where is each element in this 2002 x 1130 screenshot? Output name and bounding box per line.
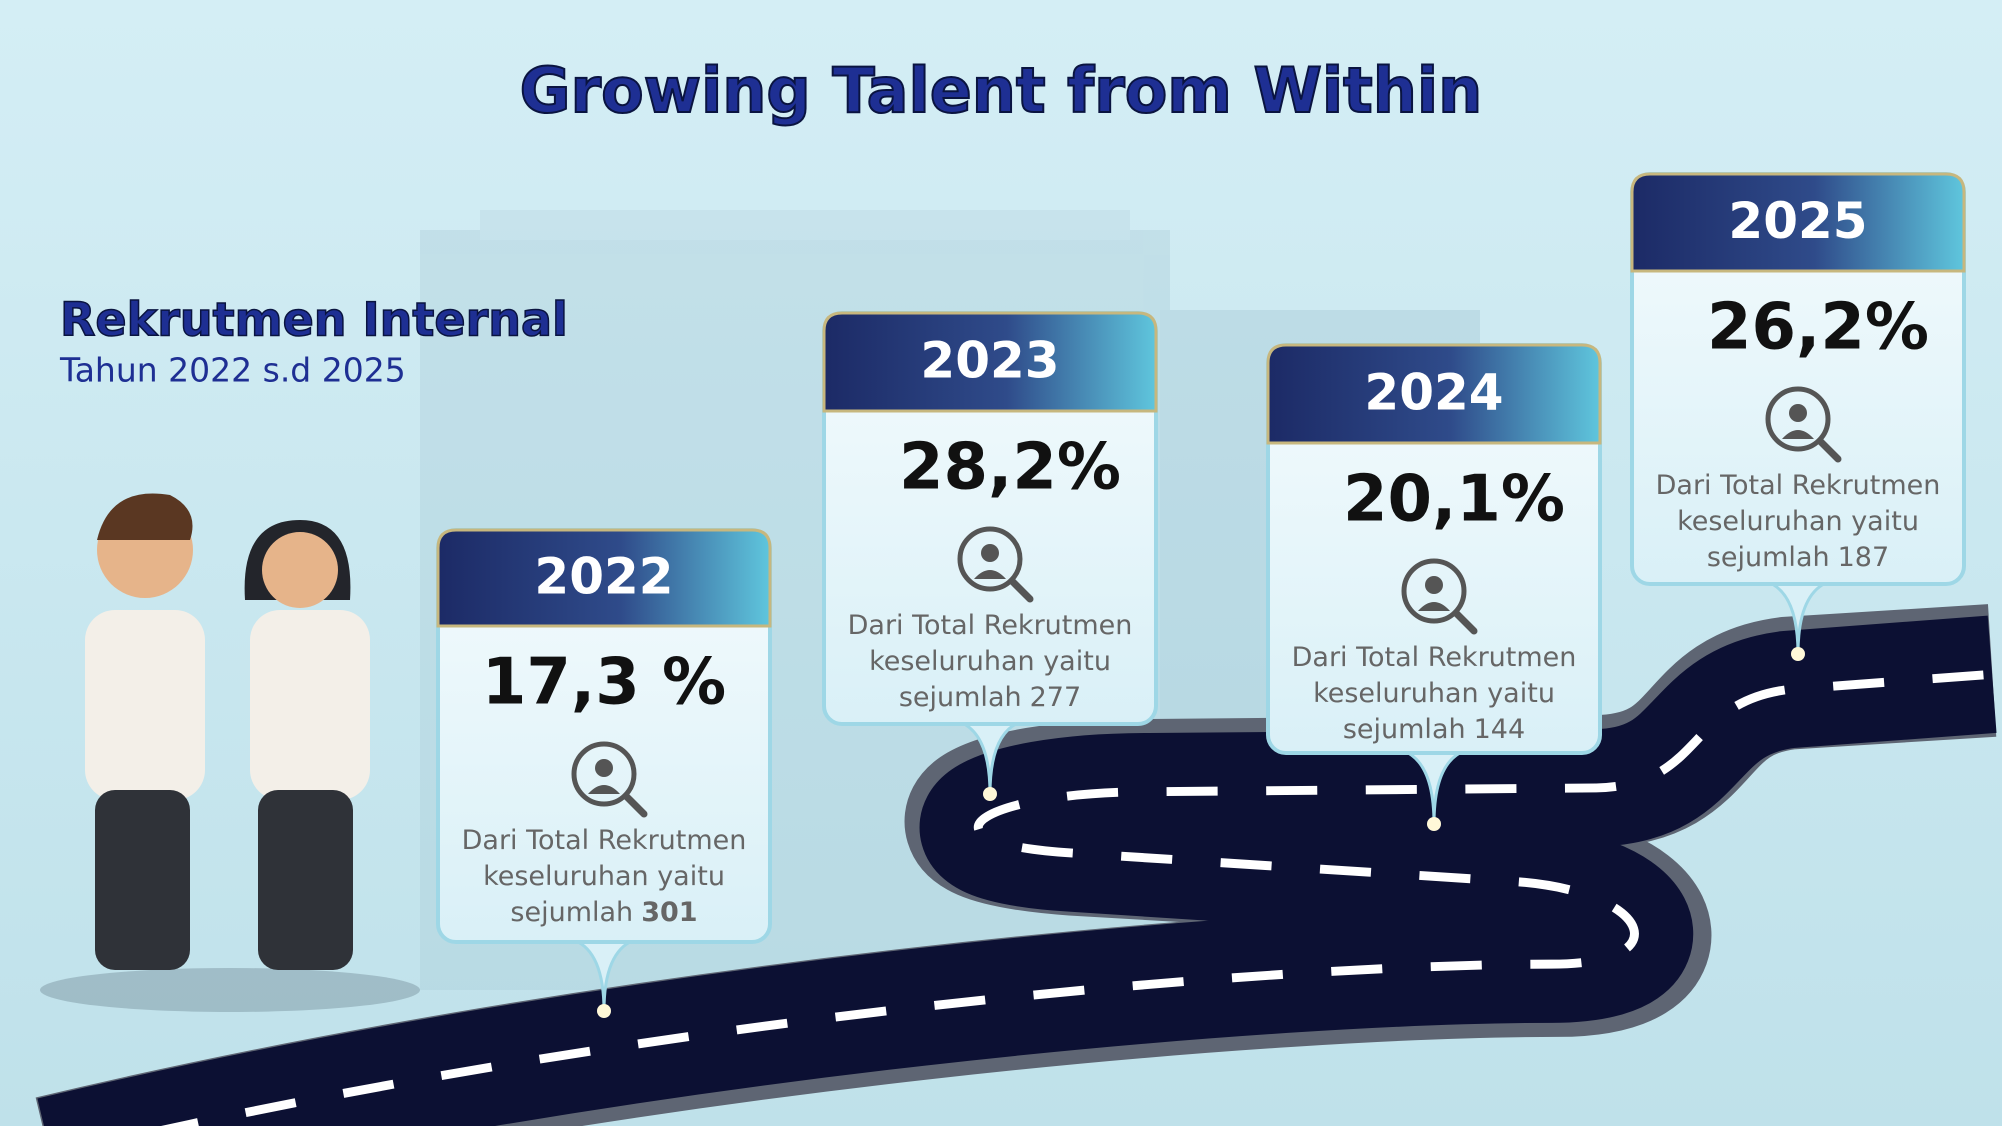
icon-body — [588, 785, 620, 794]
card-desc-line: sejumlah 187 — [1707, 542, 1889, 573]
icon-handle — [1452, 609, 1478, 635]
desc-text: keseluruhan yaitu — [1313, 678, 1555, 709]
card-desc-line: Dari Total Rekrutmen — [462, 825, 747, 856]
icon-ring — [1765, 386, 1831, 452]
desc-text: sejumlah — [510, 897, 633, 928]
desc-text: keseluruhan yaitu — [869, 646, 1111, 677]
year-card: 2025 26,2% Dari Total Rekrutmen keseluruhan… — [1630, 172, 1966, 661]
card-desc-line: sejumlah 301 — [510, 897, 697, 928]
road-marker — [597, 1004, 611, 1018]
desc-text: sejumlah — [899, 682, 1022, 713]
characters — [40, 493, 420, 1012]
card-header — [822, 311, 1158, 413]
road-marker — [1427, 817, 1441, 831]
card-percent: 28,2% — [899, 431, 1121, 505]
year-card: 2024 20,1% Dari Total Rekrutmen keseluruhan… — [1266, 343, 1602, 831]
icon-ring — [1401, 558, 1467, 624]
card-desc-line: Dari Total Rekrutmen — [1656, 470, 1941, 501]
card-desc-line: Dari Total Rekrutmen — [848, 610, 1133, 641]
icon-head — [1425, 576, 1443, 594]
recruit-icon — [1401, 558, 1478, 635]
card-desc-line: keseluruhan yaitu — [483, 861, 725, 892]
year-card: 2023 28,2% Dari Total Rekrutmen keseluruhan… — [822, 311, 1158, 801]
icon-head — [1789, 404, 1807, 422]
icon-head — [981, 544, 999, 562]
card-year: 2023 — [920, 332, 1059, 390]
desc-text: Dari Total Rekrutmen — [1292, 642, 1577, 673]
recruit-icon — [571, 741, 648, 818]
desc-text: Dari Total Rekrutmen — [1656, 470, 1941, 501]
icon-handle — [622, 792, 648, 818]
title: Growing Talent from Within — [520, 54, 1483, 127]
year-card: 2022 17,3 % Dari Total Rekrutmen keseluruha… — [436, 528, 772, 1018]
card-desc-line: Dari Total Rekrutmen — [1292, 642, 1577, 673]
card-total: 277 — [1030, 682, 1082, 713]
desc-text: Dari Total Rekrutmen — [462, 825, 747, 856]
icon-head — [595, 759, 613, 777]
icon-ring — [571, 741, 637, 807]
card-desc-line: keseluruhan yaitu — [1677, 506, 1919, 537]
card-desc-line: keseluruhan yaitu — [1313, 678, 1555, 709]
card-total: 144 — [1474, 714, 1526, 745]
icon-handle — [1816, 437, 1842, 463]
icon-body — [974, 570, 1006, 579]
card-year: 2024 — [1364, 364, 1503, 422]
card-percent: 26,2% — [1707, 291, 1929, 365]
road-marker — [1791, 647, 1805, 661]
card-header — [436, 528, 772, 628]
recruit-icon — [957, 526, 1034, 603]
desc-text: keseluruhan yaitu — [483, 861, 725, 892]
section-title: Rekrutmen Internal — [60, 293, 568, 347]
road — [35, 604, 1997, 1130]
desc-text: sejumlah — [1343, 714, 1466, 745]
icon-body — [1418, 602, 1450, 611]
recruit-icon — [1765, 386, 1842, 463]
road-marker — [983, 787, 997, 801]
card-desc-line: sejumlah 144 — [1343, 714, 1525, 745]
icon-handle — [1008, 577, 1034, 603]
card-header — [1266, 343, 1602, 445]
card-desc-line: keseluruhan yaitu — [869, 646, 1111, 677]
icon-body — [1782, 430, 1814, 439]
desc-text: keseluruhan yaitu — [1677, 506, 1919, 537]
card-year: 2022 — [534, 548, 673, 606]
section-subtitle: Tahun 2022 s.d 2025 — [59, 351, 406, 390]
card-percent: 17,3 % — [482, 646, 726, 720]
card-header — [1630, 172, 1966, 273]
card-desc-line: sejumlah 277 — [899, 682, 1081, 713]
desc-text: Dari Total Rekrutmen — [848, 610, 1133, 641]
desc-text: sejumlah — [1707, 542, 1830, 573]
card-percent: 20,1% — [1343, 463, 1565, 537]
icon-ring — [957, 526, 1023, 592]
card-total: 301 — [641, 897, 697, 928]
card-year: 2025 — [1728, 192, 1867, 250]
card-total: 187 — [1838, 542, 1890, 573]
